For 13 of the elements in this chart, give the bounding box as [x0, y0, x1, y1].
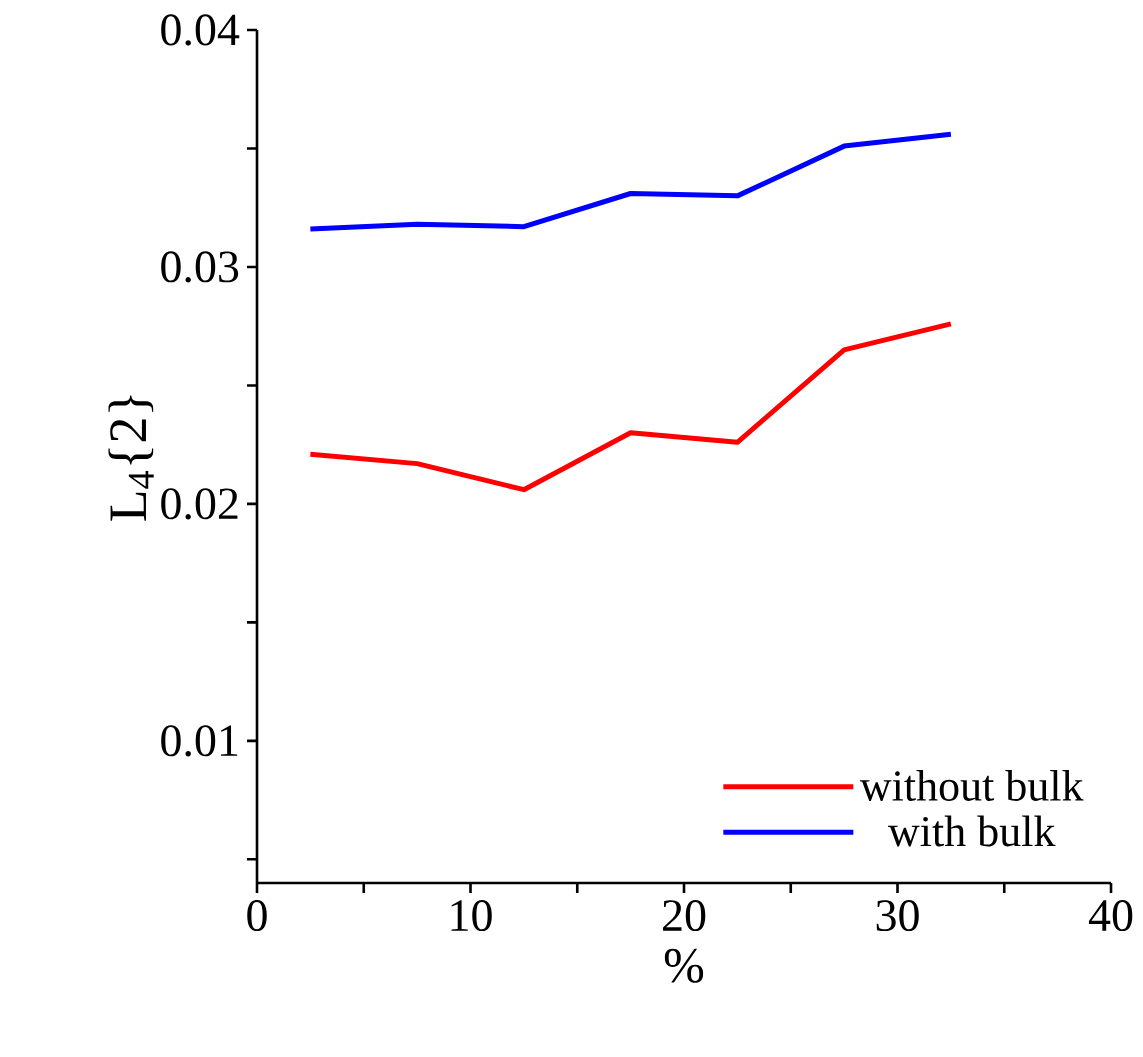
x-tick-label: 10 — [451, 900, 492, 932]
x-tick-label: 40 — [1088, 900, 1133, 932]
y-axis-title: L$_{4}${2} — [108, 395, 154, 521]
x-tick-label: 20 — [663, 900, 706, 932]
legend-label: with bulk — [887, 815, 1056, 847]
x-axis-title: % — [664, 948, 704, 983]
y-tick-label: 0.04 — [161, 14, 240, 46]
y-tick-label: 0.01 — [161, 725, 238, 757]
legend-label: without bulk — [859, 769, 1084, 801]
y-tick-label: 0.02 — [161, 488, 238, 520]
x-tick-label: 30 — [876, 900, 919, 932]
y-tick-label: 0.03 — [161, 251, 239, 283]
x-tick-label: 0 — [247, 900, 267, 932]
